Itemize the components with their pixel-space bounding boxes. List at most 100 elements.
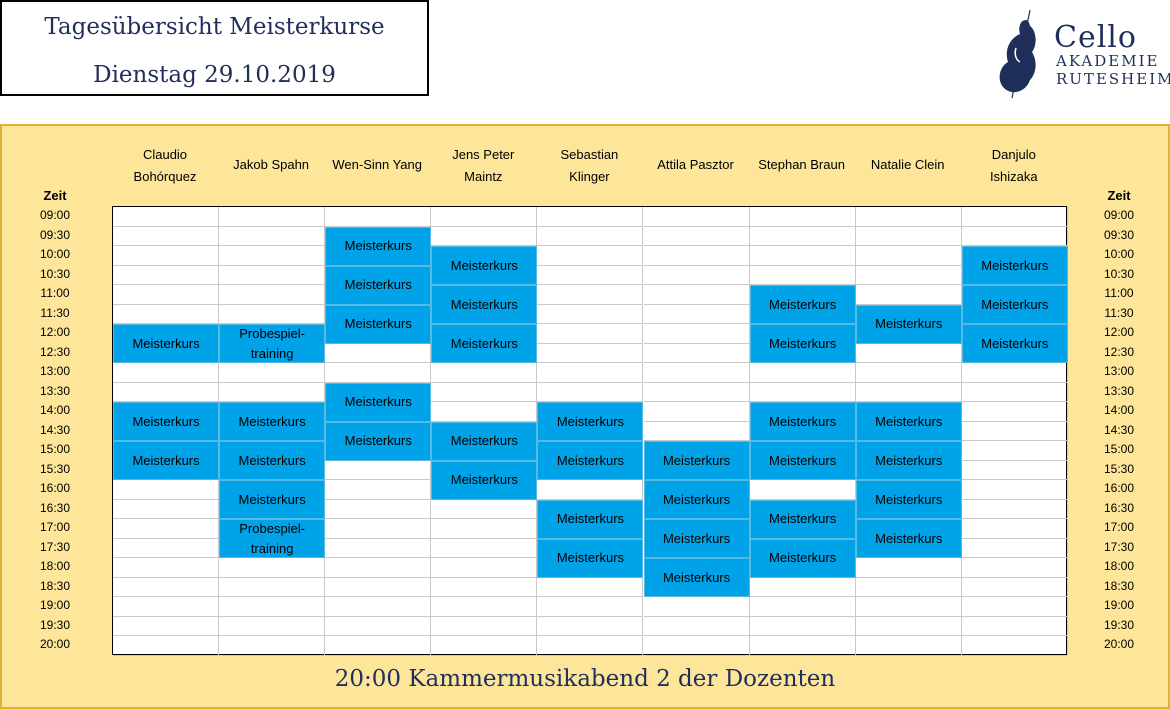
event-block[interactable]: Meisterkurs: [537, 441, 644, 481]
event-label: Meisterkurs: [132, 413, 200, 429]
event-block[interactable]: Meisterkurs: [961, 324, 1068, 364]
grid-cell: [855, 207, 962, 227]
event-label: Meisterkurs: [450, 433, 518, 449]
grid-cell: [431, 499, 538, 520]
teacher-name-line: Ishizaka: [989, 169, 1038, 184]
event-block[interactable]: Meisterkurs: [537, 402, 644, 442]
grid-cell: [855, 343, 962, 364]
grid-cell: [431, 226, 538, 247]
grid-cell: [961, 538, 1068, 559]
grid-cell: [855, 636, 962, 656]
event-block[interactable]: Meisterkurs: [749, 285, 856, 325]
grid-cell: [219, 597, 326, 617]
event-block[interactable]: Meisterkurs: [325, 265, 432, 305]
event-block[interactable]: Meisterkurs: [537, 499, 644, 539]
event-block[interactable]: Meisterkurs: [431, 421, 538, 461]
grid-cell: [431, 519, 538, 539]
grid-cell: [325, 499, 432, 520]
event-block[interactable]: Meisterkurs: [431, 324, 538, 364]
teacher-header: Jakob Spahn: [218, 154, 324, 176]
event-block[interactable]: Meisterkurs: [855, 441, 962, 481]
time-label: 15:00: [39, 442, 71, 457]
event-block[interactable]: Meisterkurs: [537, 538, 644, 578]
grid-cell: [749, 246, 856, 266]
grid-cell: [855, 577, 962, 598]
grid-cell: [749, 577, 856, 598]
event-block[interactable]: Probespiel- training: [219, 519, 326, 559]
logo: Cello AKADEMIE RUTESHEIM: [990, 8, 1170, 100]
event-block[interactable]: Meisterkurs: [749, 441, 856, 481]
event-block[interactable]: Meisterkurs: [325, 421, 432, 461]
time-label: 17:30: [39, 539, 71, 554]
event-block[interactable]: Meisterkurs: [855, 519, 962, 559]
grid-cell: [113, 285, 220, 305]
time-label: 14:30: [39, 422, 71, 437]
event-block[interactable]: Meisterkurs: [749, 538, 856, 578]
event-block[interactable]: Meisterkurs: [855, 480, 962, 520]
grid-cell: [643, 343, 750, 364]
grid-cell: [537, 226, 644, 247]
grid-cell: [325, 558, 432, 578]
grid-cell: [537, 577, 644, 598]
event-label: Meisterkurs: [238, 452, 306, 468]
event-block[interactable]: Meisterkurs: [855, 304, 962, 344]
event-block[interactable]: Meisterkurs: [855, 402, 962, 442]
event-block[interactable]: Probespiel- training: [219, 324, 326, 364]
event-block[interactable]: Meisterkurs: [325, 304, 432, 344]
event-label: Meisterkurs: [981, 296, 1049, 312]
event-block[interactable]: Meisterkurs: [219, 402, 326, 442]
event-block[interactable]: Meisterkurs: [113, 324, 220, 364]
event-block[interactable]: Meisterkurs: [643, 441, 750, 481]
schedule-grid: Meisterkurs Meisterkurs Meisterkurs Probesp…: [112, 206, 1068, 656]
grid-cell: [113, 207, 220, 227]
event-block[interactable]: Meisterkurs: [431, 460, 538, 500]
time-label: 19:30: [39, 617, 71, 632]
teacher-name-line: Attila Pasztor: [657, 157, 734, 172]
event-block[interactable]: Meisterkurs: [961, 246, 1068, 286]
teacher-name-line: Jens Peter: [452, 147, 515, 162]
teacher-name-line: Maintz: [464, 169, 503, 184]
time-label: 11:00: [40, 286, 70, 301]
grid-cell: [537, 480, 644, 500]
time-label: 19:00: [39, 598, 71, 613]
event-block[interactable]: Meisterkurs: [113, 441, 220, 481]
grid-cell: [113, 636, 220, 656]
grid-cell: [325, 597, 432, 617]
grid-cell: [325, 616, 432, 637]
event-block[interactable]: Meisterkurs: [749, 402, 856, 442]
event-block[interactable]: Meisterkurs: [431, 246, 538, 286]
time-label: 18:30: [39, 578, 71, 593]
event-block[interactable]: Meisterkurs: [749, 324, 856, 364]
event-label: Meisterkurs: [344, 277, 412, 293]
teacher-name-line: Danjulo: [991, 147, 1036, 162]
grid-cell: [643, 265, 750, 286]
event-label: Meisterkurs: [132, 335, 200, 351]
time-label: 20:00: [1103, 637, 1135, 652]
grid-cell: [855, 226, 962, 247]
event-block[interactable]: Meisterkurs: [643, 558, 750, 598]
teacher-name-line: Bohórquez: [133, 169, 197, 184]
teacher-name-line: Wen-Sinn Yang: [332, 157, 422, 172]
event-label: Meisterkurs: [875, 413, 943, 429]
grid-cell: [537, 265, 644, 286]
grid-cell: [643, 207, 750, 227]
event-block[interactable]: Meisterkurs: [749, 499, 856, 539]
grid-cell: [325, 577, 432, 598]
event-block[interactable]: Meisterkurs: [325, 226, 432, 266]
event-block[interactable]: Meisterkurs: [961, 285, 1068, 325]
teacher-name-line: Claudio: [142, 147, 188, 162]
grid-cell: [219, 577, 326, 598]
event-block[interactable]: Meisterkurs: [431, 285, 538, 325]
event-block[interactable]: Meisterkurs: [113, 402, 220, 442]
grid-cell: [749, 207, 856, 227]
grid-cell: [643, 616, 750, 637]
grid-cell: [219, 616, 326, 637]
grid-cell: [961, 207, 1068, 227]
grid-cell: [325, 636, 432, 656]
event-block[interactable]: Meisterkurs: [643, 480, 750, 520]
event-block[interactable]: Meisterkurs: [219, 480, 326, 520]
event-block[interactable]: Meisterkurs: [219, 441, 326, 481]
event-block[interactable]: Meisterkurs: [643, 519, 750, 559]
grid-cell: [643, 246, 750, 266]
event-block[interactable]: Meisterkurs: [325, 382, 432, 422]
